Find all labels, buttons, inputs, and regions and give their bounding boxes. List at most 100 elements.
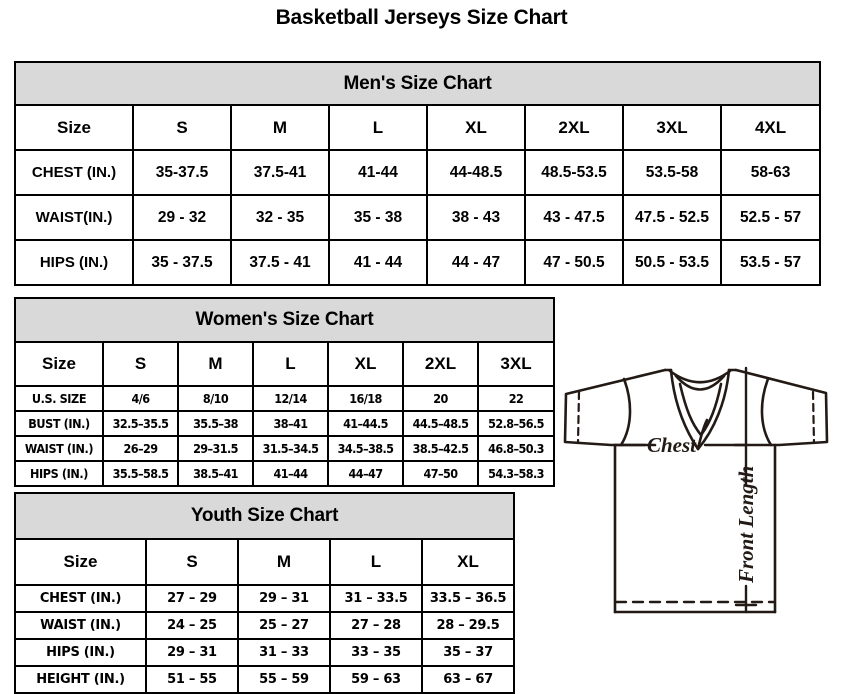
mens-chest-3xl: 53.5-58 bbox=[622, 149, 722, 196]
youth-waist-m: 25 – 27 bbox=[237, 611, 331, 640]
left-armhole-seam bbox=[619, 377, 632, 447]
mens-waist-2xl: 43 - 47.5 bbox=[524, 194, 624, 241]
table-row: WAIST(IN.) 29 - 32 32 - 35 35 - 38 38 - … bbox=[14, 194, 822, 241]
womens-us-size-xl: 16/18 bbox=[327, 385, 404, 412]
jersey-measurement-diagram: Chest Front Length bbox=[520, 340, 843, 679]
youth-waist-xl: 28 – 29.5 bbox=[420, 611, 516, 640]
mens-row-label-waist: WAIST(IN.) bbox=[14, 194, 134, 241]
youth-height-m: 55 – 59 bbox=[237, 665, 331, 694]
womens-header-s: S bbox=[102, 341, 179, 387]
page-title: Basketball Jerseys Size Chart bbox=[275, 6, 568, 29]
womens-header-l: L bbox=[252, 341, 329, 387]
table-row: HIPS (IN.) 29 – 31 31 – 33 33 – 35 35 – … bbox=[14, 638, 516, 667]
womens-header-row: Size S M L XL 2XL 3XL bbox=[14, 341, 556, 387]
womens-row-label-bust: BUST (IN.) bbox=[14, 410, 104, 437]
mens-header-xl: XL bbox=[426, 104, 526, 151]
youth-hips-s: 29 – 31 bbox=[145, 638, 239, 667]
womens-row-label-hips: HIPS (IN.) bbox=[14, 460, 104, 487]
youth-row-label-hips: HIPS (IN.) bbox=[14, 638, 147, 667]
womens-bust-m: 35.5–38 bbox=[177, 410, 254, 437]
womens-header-3xl: 3XL bbox=[476, 341, 556, 387]
mens-waist-l: 35 - 38 bbox=[328, 194, 428, 241]
mens-waist-m: 32 - 35 bbox=[230, 194, 330, 241]
womens-waist-2xl: 38.5–42.5 bbox=[402, 435, 479, 462]
mens-header-l: L bbox=[328, 104, 428, 151]
womens-us-size-s: 4/6 bbox=[102, 385, 179, 412]
table-row: U.S. SIZE 4/6 8/10 12/14 16/18 20 22 bbox=[14, 385, 556, 412]
womens-us-size-3xl: 22 bbox=[476, 385, 556, 412]
womens-waist-l: 31.5–34.5 bbox=[252, 435, 329, 462]
youth-size-chart-table: Youth Size Chart Size S M L XL CHEST (IN… bbox=[13, 492, 516, 694]
mens-waist-s: 29 - 32 bbox=[132, 194, 232, 241]
youth-header-s: S bbox=[145, 538, 239, 586]
mens-chart-band-title: Men's Size Chart bbox=[13, 61, 822, 106]
mens-waist-4xl: 52.5 - 57 bbox=[719, 194, 822, 241]
mens-chest-m: 37.5-41 bbox=[230, 149, 330, 196]
mens-row-label-hips: HIPS (IN.) bbox=[14, 239, 134, 286]
mens-chest-s: 35-37.5 bbox=[132, 149, 232, 196]
youth-hips-l: 33 – 35 bbox=[329, 638, 423, 667]
womens-hips-3xl: 54.3–58.3 bbox=[476, 460, 556, 487]
youth-hips-m: 31 – 33 bbox=[237, 638, 331, 667]
vneck-collar-band-outer bbox=[668, 369, 732, 384]
womens-size-chart-table: Women's Size Chart Size S M L XL 2XL 3XL… bbox=[13, 297, 556, 487]
mens-chest-4xl: 58-63 bbox=[719, 149, 822, 196]
table-row: WAIST (IN.) 24 – 25 25 – 27 27 – 28 28 –… bbox=[14, 611, 516, 640]
mens-row-label-chest: CHEST (IN.) bbox=[14, 149, 134, 196]
table-row: HEIGHT (IN.) 51 – 55 55 – 59 59 – 63 63 … bbox=[14, 665, 516, 694]
mens-waist-3xl: 47.5 - 52.5 bbox=[622, 194, 722, 241]
womens-hips-2xl: 47–50 bbox=[402, 460, 479, 487]
youth-header-m: M bbox=[237, 538, 331, 586]
youth-chest-xl: 33.5 – 36.5 bbox=[420, 584, 516, 613]
youth-row-label-chest: CHEST (IN.) bbox=[14, 584, 147, 613]
left-sleeve-shape bbox=[563, 368, 667, 447]
youth-chest-l: 31 – 33.5 bbox=[329, 584, 423, 613]
womens-hips-m: 38.5–41 bbox=[177, 460, 254, 487]
table-row: CHEST (IN.) 27 – 29 29 – 31 31 – 33.5 33… bbox=[14, 584, 516, 613]
womens-hips-xl: 44–47 bbox=[327, 460, 404, 487]
womens-hips-s: 35.5–58.5 bbox=[102, 460, 179, 487]
front-length-measure-label: Front Length bbox=[734, 466, 758, 584]
womens-row-label-us-size: U.S. SIZE bbox=[14, 385, 104, 412]
youth-waist-l: 27 – 28 bbox=[329, 611, 423, 640]
mens-waist-xl: 38 - 43 bbox=[426, 194, 526, 241]
table-row: HIPS (IN.) 35 - 37.5 37.5 - 41 41 - 44 4… bbox=[14, 239, 822, 286]
mens-hips-s: 35 - 37.5 bbox=[132, 239, 232, 286]
youth-header-size: Size bbox=[14, 538, 147, 586]
youth-row-label-height: HEIGHT (IN.) bbox=[14, 665, 147, 694]
mens-hips-l: 41 - 44 bbox=[328, 239, 428, 286]
mens-chest-2xl: 48.5-53.5 bbox=[524, 149, 624, 196]
vneck-outer-right bbox=[696, 368, 731, 451]
womens-bust-s: 32.5–35.5 bbox=[102, 410, 179, 437]
womens-header-xl: XL bbox=[327, 341, 404, 387]
mens-header-2xl: 2XL bbox=[524, 104, 624, 151]
table-row: WAIST (IN.) 26–29 29–31.5 31.5–34.5 34.5… bbox=[14, 435, 556, 462]
womens-header-m: M bbox=[177, 341, 254, 387]
womens-chart-band-title: Women's Size Chart bbox=[13, 297, 556, 343]
mens-chest-l: 41-44 bbox=[328, 149, 428, 196]
womens-hips-l: 41–44 bbox=[252, 460, 329, 487]
mens-hips-4xl: 53.5 - 57 bbox=[719, 239, 822, 286]
womens-bust-2xl: 44.5–48.5 bbox=[402, 410, 479, 437]
youth-header-xl: XL bbox=[420, 538, 516, 586]
vneck-inner-v bbox=[678, 382, 723, 437]
youth-band-row: Youth Size Chart bbox=[13, 492, 516, 540]
right-cuff-dashed-line bbox=[811, 390, 816, 445]
youth-header-row: Size S M L XL bbox=[14, 538, 516, 586]
mens-hips-m: 37.5 - 41 bbox=[230, 239, 330, 286]
youth-height-s: 51 – 55 bbox=[145, 665, 239, 694]
womens-bust-xl: 41–44.5 bbox=[327, 410, 404, 437]
right-sleeve-shape bbox=[734, 368, 829, 447]
table-row: HIPS (IN.) 35.5–58.5 38.5–41 41–44 44–47… bbox=[14, 460, 556, 487]
mens-header-row: Size S M L XL 2XL 3XL 4XL bbox=[14, 104, 822, 151]
mens-size-chart-table: Men's Size Chart Size S M L XL 2XL 3XL 4… bbox=[13, 61, 822, 286]
womens-waist-s: 26–29 bbox=[102, 435, 179, 462]
left-cuff-dashed-line bbox=[576, 390, 581, 445]
youth-height-l: 59 – 63 bbox=[329, 665, 423, 694]
youth-waist-s: 24 – 25 bbox=[145, 611, 239, 640]
youth-chart-band-title: Youth Size Chart bbox=[13, 492, 516, 540]
womens-header-2xl: 2XL bbox=[402, 341, 479, 387]
youth-height-xl: 63 – 67 bbox=[420, 665, 516, 694]
chest-measure-label: Chest bbox=[647, 433, 697, 457]
table-row: CHEST (IN.) 35-37.5 37.5-41 41-44 44-48.… bbox=[14, 149, 822, 196]
